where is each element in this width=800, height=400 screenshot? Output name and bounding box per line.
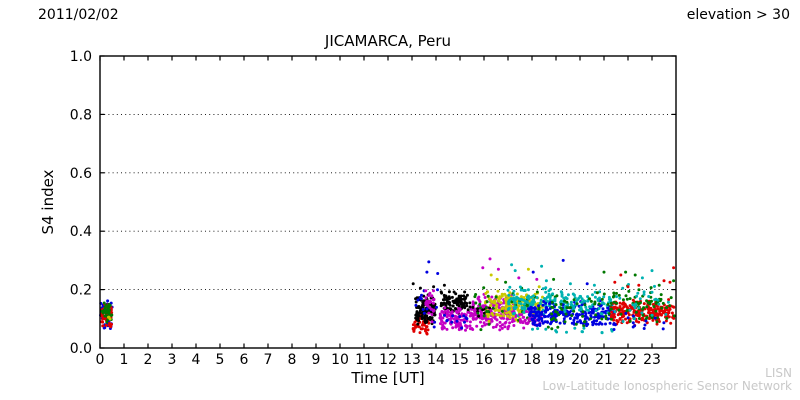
header-date: 2011/02/02 [38,7,119,23]
x-tick-label: 10 [331,352,349,368]
x-tick-label: 9 [312,352,321,368]
x-tick-label: 6 [240,352,249,368]
x-tick-label: 11 [355,352,373,368]
y-tick-label: 0.8 [70,107,92,123]
x-tick-label: 21 [595,352,613,368]
x-axis-label: Time [UT] [351,369,425,387]
x-tick-label: 2 [144,352,153,368]
x-tick-label: 4 [192,352,201,368]
x-tick-label: 7 [264,352,273,368]
chart-title: JICAMARCA, Peru [324,32,452,50]
x-tick-label: 8 [288,352,297,368]
x-tick-label: 23 [643,352,661,368]
scatter-points [99,283,676,336]
x-tick-label: 0 [96,352,105,368]
plot-frame [99,55,677,349]
y-tick-label: 1.0 [70,49,92,65]
y-tick-label: 0.4 [70,224,92,240]
y-axis-label: S4 index [39,169,57,235]
x-tick-label: 20 [571,352,589,368]
axis-ticks [99,55,676,349]
x-tick-label: 5 [216,352,225,368]
outlier-points [411,257,676,290]
axes-frame [99,55,677,349]
x-tick-label: 16 [475,352,493,368]
watermark: LISN Low-Latitude Ionospheric Sensor Net… [542,367,792,393]
y-tick-label: 0.0 [70,341,92,357]
x-tick-label: 15 [451,352,469,368]
x-tick-label: 19 [547,352,565,368]
elevation-filter-label: elevation > 30 [686,7,790,23]
x-tick-label: 3 [168,352,177,368]
tick-labels: 0 1 2 3 4 5 6 7 8 9 10 11 12 13 14 15 16 17 18 19 20 21 22 230.… [70,49,661,368]
x-tick-label: 1 [120,352,129,368]
y-tick-label: 0.2 [70,283,92,299]
x-tick-label: 18 [523,352,541,368]
y-tick-label: 0.6 [70,166,92,182]
x-tick-label: 17 [499,352,517,368]
watermark-lisn: LISN [765,366,792,380]
x-tick-label: 13 [403,352,421,368]
x-tick-label: 22 [619,352,637,368]
watermark-network-name: Low-Latitude Ionospheric Sensor Network [542,379,792,393]
x-tick-label: 14 [427,352,445,368]
grid-lines [100,113,676,291]
x-tick-label: 12 [379,352,397,368]
